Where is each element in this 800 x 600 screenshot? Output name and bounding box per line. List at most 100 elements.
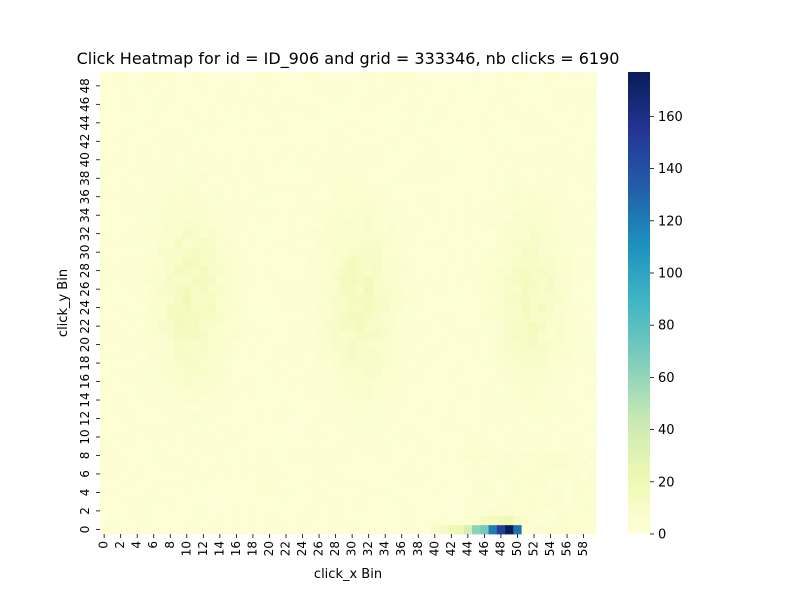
heatmap-cell bbox=[356, 81, 365, 91]
heatmap-cell bbox=[124, 515, 134, 526]
heatmap-cell bbox=[166, 155, 175, 165]
heatmap-cell bbox=[141, 164, 150, 175]
heatmap-cell bbox=[100, 81, 109, 91]
heatmap-cell bbox=[438, 182, 448, 193]
heatmap-cell bbox=[339, 524, 349, 535]
heatmap-cell bbox=[248, 358, 258, 369]
heatmap-cell bbox=[562, 173, 572, 184]
heatmap-cell bbox=[480, 460, 489, 470]
heatmap-cell bbox=[397, 312, 407, 322]
heatmap-cell bbox=[199, 266, 208, 276]
heatmap-cell bbox=[438, 413, 448, 424]
heatmap-cell bbox=[240, 358, 250, 369]
heatmap-cell bbox=[356, 247, 365, 258]
heatmap-cell bbox=[124, 136, 134, 147]
heatmap-cell bbox=[108, 441, 117, 452]
heatmap-cell bbox=[257, 469, 266, 479]
heatmap-cell bbox=[463, 441, 473, 452]
heatmap-cell bbox=[124, 127, 134, 138]
heatmap-cell bbox=[438, 321, 448, 332]
heatmap-cell bbox=[331, 312, 341, 322]
heatmap-cell bbox=[273, 312, 283, 322]
heatmap-cell bbox=[108, 90, 117, 101]
heatmap-cell bbox=[290, 164, 299, 175]
heatmap-cell bbox=[505, 358, 514, 369]
heatmap-cell bbox=[240, 256, 250, 267]
heatmap-cell bbox=[215, 90, 225, 101]
heatmap-cell bbox=[190, 118, 200, 128]
heatmap-cell bbox=[521, 108, 531, 119]
heatmap-cell bbox=[290, 219, 299, 230]
heatmap-cell bbox=[207, 90, 217, 101]
heatmap-cell bbox=[273, 145, 283, 156]
heatmap-cell bbox=[257, 266, 266, 276]
heatmap-cell bbox=[472, 450, 481, 461]
heatmap-cell bbox=[505, 478, 514, 489]
heatmap-cell bbox=[579, 201, 589, 211]
heatmap-cell bbox=[306, 515, 316, 526]
heatmap-cell bbox=[496, 155, 506, 165]
heatmap-cell bbox=[579, 266, 589, 276]
heatmap-cell bbox=[108, 524, 117, 535]
heatmap-cell bbox=[430, 349, 440, 359]
heatmap-cell bbox=[422, 284, 432, 295]
heatmap-cell bbox=[133, 210, 142, 221]
heatmap-cell bbox=[521, 145, 531, 156]
heatmap-cell bbox=[348, 275, 357, 285]
heatmap-cell bbox=[438, 247, 448, 258]
heatmap-cell bbox=[199, 450, 208, 461]
heatmap-cell bbox=[314, 256, 324, 267]
heatmap-cell bbox=[546, 247, 556, 258]
heatmap-cell bbox=[199, 515, 208, 526]
heatmap-cell bbox=[133, 358, 142, 369]
heatmap-cell bbox=[298, 358, 308, 369]
heatmap-cell bbox=[587, 210, 597, 221]
heatmap-cell bbox=[331, 478, 341, 489]
heatmap-cell bbox=[224, 284, 233, 295]
heatmap-cell bbox=[438, 238, 448, 248]
heatmap-cell bbox=[199, 72, 208, 82]
heatmap-cell bbox=[166, 247, 175, 258]
heatmap-cell bbox=[414, 266, 423, 276]
heatmap-cell bbox=[405, 164, 415, 175]
heatmap-cell bbox=[546, 182, 556, 193]
heatmap-cell bbox=[116, 145, 126, 156]
heatmap-cell bbox=[480, 441, 489, 452]
heatmap-cell bbox=[281, 395, 291, 406]
heatmap-cell bbox=[372, 136, 382, 147]
heatmap-cell bbox=[133, 275, 142, 285]
heatmap-cell bbox=[100, 349, 109, 359]
heatmap-cell bbox=[381, 266, 390, 276]
heatmap-cell bbox=[538, 460, 547, 470]
heatmap-cell bbox=[505, 201, 514, 211]
heatmap-cell bbox=[348, 330, 357, 341]
heatmap-cell bbox=[182, 358, 192, 369]
heatmap-cell bbox=[290, 136, 299, 147]
heatmap-cell bbox=[521, 450, 531, 461]
heatmap-cell bbox=[149, 450, 159, 461]
heatmap-cell bbox=[447, 524, 456, 535]
heatmap-cell bbox=[232, 460, 241, 470]
heatmap-cell bbox=[248, 145, 258, 156]
heatmap-cell bbox=[281, 256, 291, 267]
heatmap-cell bbox=[554, 321, 564, 332]
heatmap-cell bbox=[248, 275, 258, 285]
heatmap-cell bbox=[496, 145, 506, 156]
heatmap-cell bbox=[100, 450, 109, 461]
heatmap-cell bbox=[248, 487, 258, 498]
heatmap-cell bbox=[290, 72, 299, 82]
heatmap-cell bbox=[339, 118, 349, 128]
heatmap-cell bbox=[339, 145, 349, 156]
heatmap-cell bbox=[529, 210, 539, 221]
heatmap-cell bbox=[141, 515, 150, 526]
heatmap-cell bbox=[389, 386, 398, 396]
heatmap-cell bbox=[562, 506, 572, 516]
heatmap-cell bbox=[257, 358, 266, 369]
heatmap-cell bbox=[224, 506, 233, 516]
heatmap-cell bbox=[257, 238, 266, 248]
heatmap-cell bbox=[587, 229, 597, 239]
heatmap-cell bbox=[381, 358, 390, 369]
heatmap-cell bbox=[513, 367, 522, 378]
heatmap-cell bbox=[190, 247, 200, 258]
heatmap-cell bbox=[190, 266, 200, 276]
